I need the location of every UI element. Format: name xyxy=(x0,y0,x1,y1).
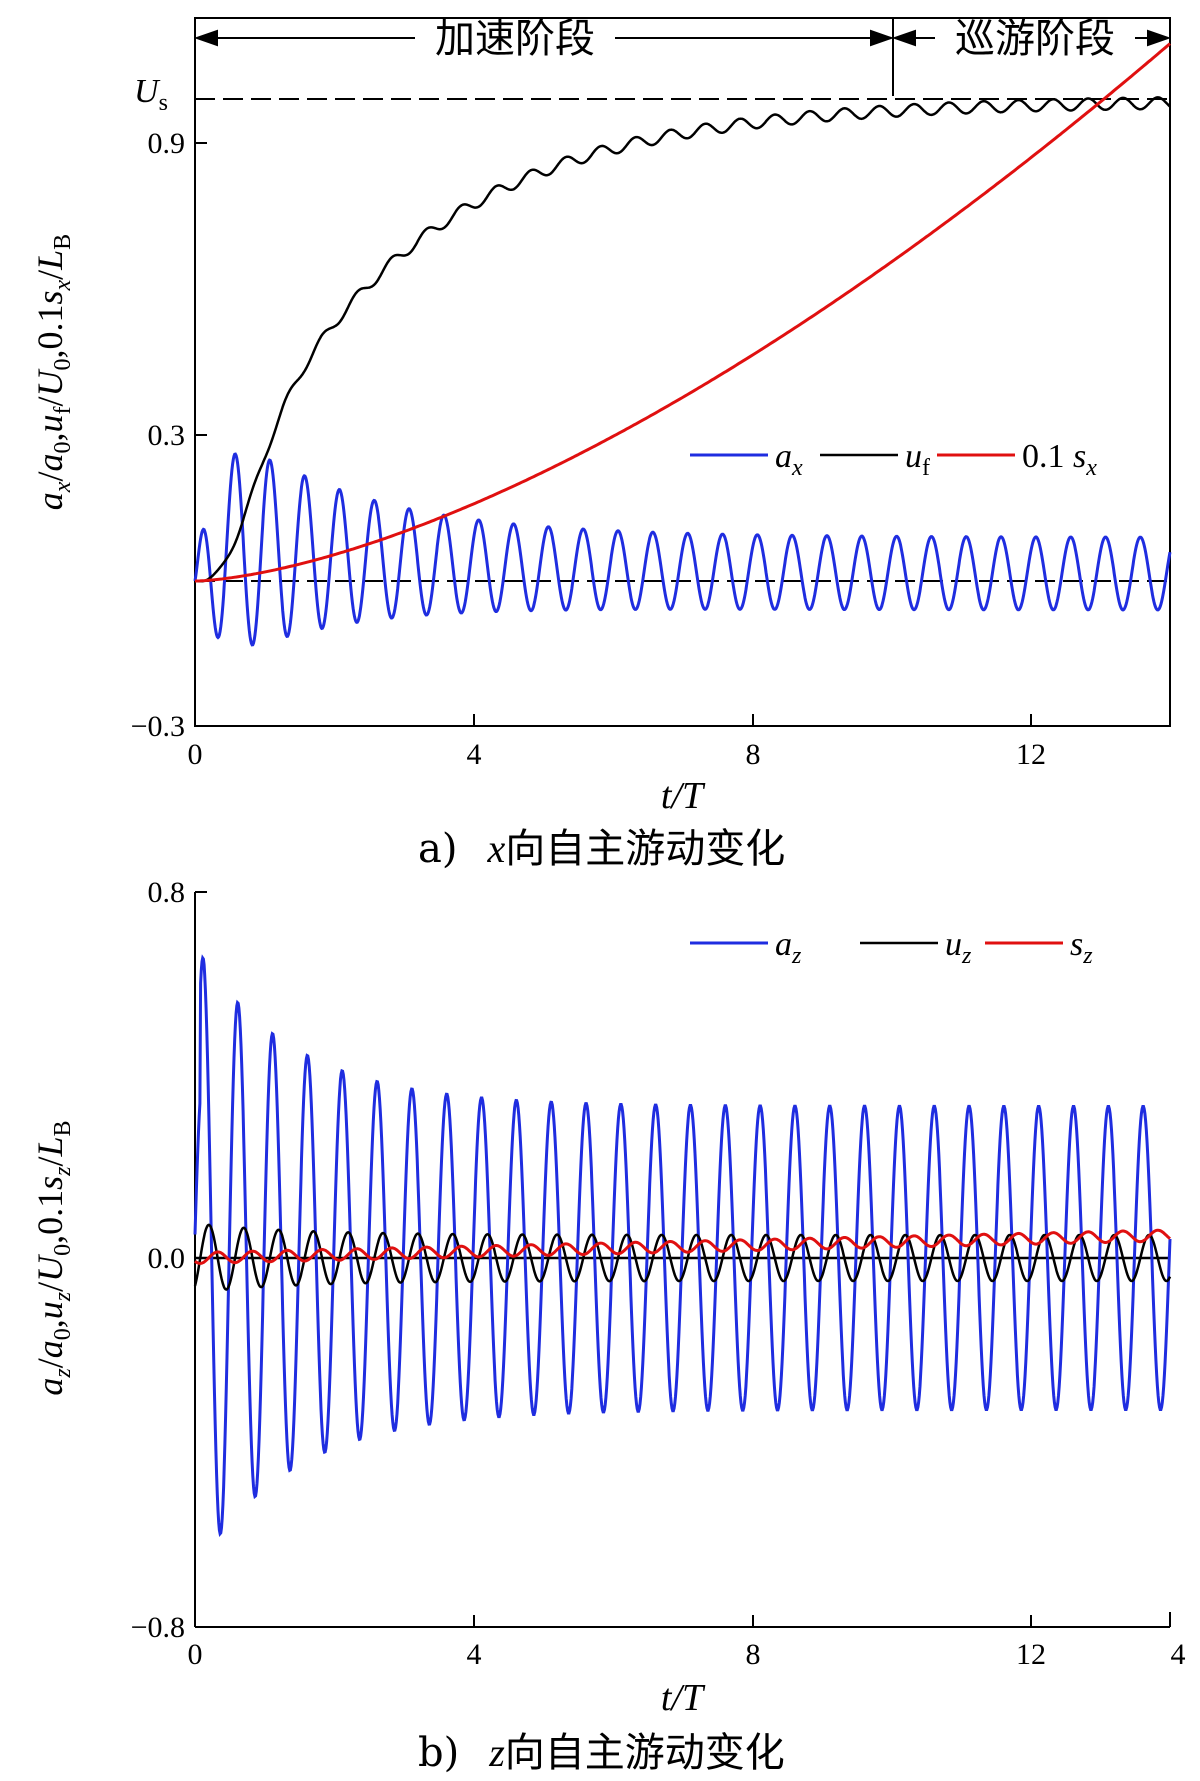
y-tick-label-a-0.9: 0.9 xyxy=(148,127,186,160)
legend-az-label: az xyxy=(775,926,802,969)
series-ax-line xyxy=(193,452,1172,647)
series-az-line xyxy=(193,954,1172,1537)
plot-frame-a xyxy=(194,17,1171,727)
series-sz-line xyxy=(194,1228,1171,1265)
phase-header xyxy=(193,18,1172,96)
x-tick-label-a-0: 0 xyxy=(188,738,203,771)
x-tick-label-b-8: 8 xyxy=(746,1638,761,1671)
x-ticks-b xyxy=(473,1615,1032,1627)
x-tick-label-b-0: 0 xyxy=(188,1638,203,1671)
legend-sx-label: 0.1 sx xyxy=(1022,438,1097,481)
x-tick-label-b-12: 12 xyxy=(1016,1638,1046,1671)
x-axis-label-b: t/T xyxy=(661,1677,706,1719)
legend-sz-label: sz xyxy=(1070,926,1093,969)
legend-uf-label: uf xyxy=(905,438,930,481)
caption-b: b) z向自主游动变化 xyxy=(418,1730,785,1776)
y-tick-label-b-0.0: 0.0 xyxy=(148,1242,186,1275)
y-tick-label-b-0.8: 0.8 xyxy=(148,876,186,909)
legend-uz-label: uz xyxy=(945,926,972,969)
us-label: Us xyxy=(134,73,168,116)
legend-b: az uz sz xyxy=(690,926,1093,969)
phase-label-cruise: 巡游阶段 xyxy=(955,16,1115,62)
y-tick-label-a-0.3: 0.3 xyxy=(148,419,186,452)
x-tick-label-a-8: 8 xyxy=(746,738,761,771)
y-axis-label-a: ax/a0,uf/U0,0.1sx/LB xyxy=(30,234,76,510)
y-tick-label-b-neg0.8: −0.8 xyxy=(131,1611,185,1644)
x-axis-label-a: t/T xyxy=(661,775,706,817)
x-tick-label-b-4: 4 xyxy=(467,1638,482,1671)
x-tick-label-a-4: 4 xyxy=(467,738,482,771)
panel-a: 加速阶段 巡游阶段 0.9 0.3 −0.3 Us 0 4 8 12 xyxy=(30,16,1172,872)
series-sx-line xyxy=(195,42,1171,583)
legend-ax-label: ax xyxy=(775,438,803,481)
x-ticks-a xyxy=(194,714,1032,726)
caption-a: a) x向自主游动变化 xyxy=(418,826,785,872)
y-axis-label-b: az/a0,uz/U0,0.1sz/LB xyxy=(30,1120,76,1395)
series-uf-line xyxy=(195,96,1171,583)
phase-label-accel: 加速阶段 xyxy=(435,16,595,62)
legend-a: ax uf 0.1 sx xyxy=(690,438,1097,481)
series-uz-line xyxy=(193,1223,1172,1291)
y-tick-label-a-neg0.3: −0.3 xyxy=(131,710,185,743)
x-tick-label-a-12: 12 xyxy=(1016,738,1046,771)
x-tick-label-b-extra: 4 xyxy=(1171,1638,1186,1671)
y-ticks-a xyxy=(195,142,207,727)
panel-b: 0.8 0.0 −0.8 0 4 8 12 4 az uz sz t/T az/… xyxy=(30,876,1186,1776)
